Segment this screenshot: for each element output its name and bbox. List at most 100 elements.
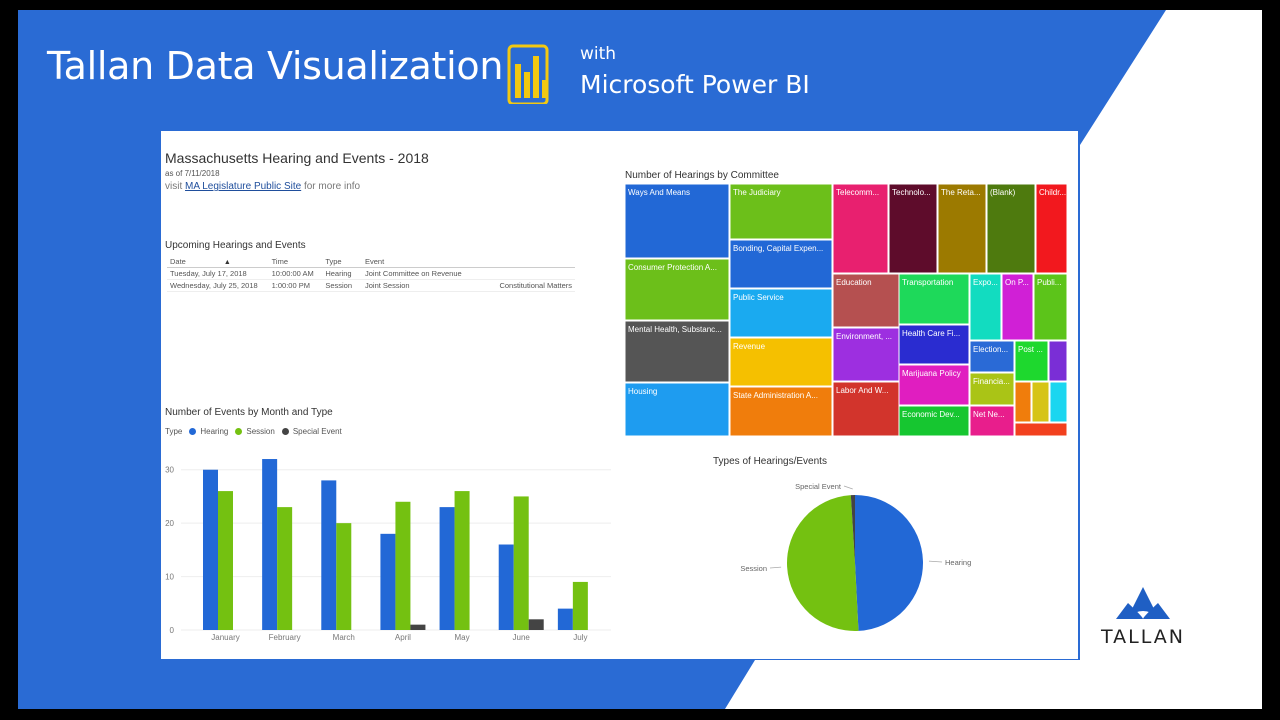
report-title: Massachusetts Hearing and Events - 2018 (165, 150, 429, 166)
pie-leader-line (769, 566, 782, 569)
treemap-rect (1001, 273, 1034, 341)
treemap-cell[interactable] (1014, 422, 1068, 437)
pie-chart-title: Types of Hearings/Events (713, 456, 827, 467)
x-tick-label: January (211, 633, 239, 642)
treemap-label: The Judiciary (733, 188, 781, 197)
treemap-cell-marijuana-policy[interactable]: Marijuana Policy (898, 364, 970, 406)
bar-hearing-july (557, 608, 573, 630)
cell-date: Tuesday, July 17, 2018 (167, 267, 269, 280)
treemap-cell-election[interactable]: Election... (969, 340, 1015, 373)
treemap-label: Environment, ... (836, 332, 892, 341)
treemap-cell-publi[interactable]: Publi... (1033, 273, 1068, 341)
treemap-label: Public Service (733, 293, 784, 302)
treemap-label: Bonding, Capital Expen... (733, 244, 823, 253)
pie-leader-line (928, 560, 943, 563)
treemap-rect (1014, 340, 1049, 382)
tallan-logo-icon (1128, 587, 1158, 617)
treemap-cell-revenue[interactable]: Revenue (729, 337, 833, 387)
x-tick-label: June (513, 633, 531, 642)
treemap-rect (625, 382, 730, 437)
col-header-date[interactable]: Date ▲ (167, 256, 269, 268)
treemap-rect (1033, 273, 1068, 341)
treemap-label: Childr... (1039, 188, 1066, 197)
x-tick-label: March (333, 633, 355, 642)
treemap-cell-net-ne[interactable]: Net Ne... (969, 405, 1015, 437)
bar-session-february (277, 507, 293, 630)
treemap-rect (625, 320, 730, 383)
treemap-cell-state-administration-a[interactable]: State Administration A... (729, 386, 833, 437)
treemap-cell-health-care-fi[interactable]: Health Care Fi... (898, 324, 970, 365)
treemap-rect (888, 184, 938, 274)
table-row[interactable]: Tuesday, July 17, 2018 10:00:00 AM Heari… (167, 267, 575, 280)
treemap-cell-blank[interactable]: (Blank) (986, 184, 1036, 274)
legend-item-session[interactable]: Session (246, 427, 275, 436)
treemap-cell-childr[interactable]: Childr... (1035, 184, 1068, 274)
treemap-cell-bonding-capital-expen[interactable]: Bonding, Capital Expen... (729, 239, 833, 289)
visit-suffix: for more info (303, 181, 361, 192)
treemap-cell-the-judiciary[interactable]: The Judiciary (729, 184, 833, 240)
visit-prefix: visit (165, 181, 183, 192)
treemap-label: Economic Dev... (902, 410, 960, 419)
treemap-cell-housing[interactable]: Housing (625, 382, 730, 437)
treemap-cell-mental-health-substanc[interactable]: Mental Health, Substanc... (625, 320, 730, 383)
col-header-time[interactable]: Time (268, 256, 323, 268)
col-header-type[interactable]: Type (322, 256, 362, 268)
treemap-rect (625, 184, 730, 259)
treemap-rect (898, 405, 970, 437)
table-header-row: Date ▲ Time Type Event (167, 256, 575, 268)
treemap-cell-labor-and-w[interactable]: Labor And W... (832, 381, 900, 437)
treemap-cell-expo[interactable]: Expo... (969, 273, 1002, 341)
treemap-rect (729, 288, 833, 338)
treemap-cell[interactable] (1048, 340, 1068, 382)
treemap-label: Marijuana Policy (902, 369, 961, 378)
bar-hearing-april (380, 533, 396, 630)
treemap-rect (832, 381, 900, 437)
col-header-event[interactable]: Event (361, 256, 497, 268)
cell-date: Wednesday, July 25, 2018 (167, 279, 269, 292)
treemap-cell-environment[interactable]: Environment, ... (832, 327, 900, 382)
treemap-label: On P... (1005, 278, 1029, 287)
treemap-cell[interactable] (1049, 381, 1068, 423)
treemap-rect (969, 405, 1015, 437)
legend-item-hearing[interactable]: Hearing (200, 427, 229, 436)
bar-hearing-february (262, 459, 278, 630)
legend-dot-hearing (189, 428, 197, 435)
treemap-rect (1049, 381, 1068, 423)
cell-time: 10:00:00 AM (268, 267, 323, 280)
treemap-label: Mental Health, Substanc... (628, 325, 722, 334)
as-of-date: as of 7/11/2018 (165, 169, 220, 178)
treemap-cell-public-service[interactable]: Public Service (729, 288, 833, 338)
treemap-cell-on-p[interactable]: On P... (1001, 273, 1034, 341)
bar-special-event-june (528, 619, 544, 630)
treemap-cell-transportation[interactable]: Transportation (898, 273, 970, 325)
treemap-cell-consumer-protection-a[interactable]: Consumer Protection A... (625, 258, 730, 321)
treemap-cell[interactable] (1014, 381, 1032, 423)
cell-time: 1:00:00 PM (268, 279, 323, 292)
bar-hearing-june (498, 544, 514, 630)
treemap-cell-post[interactable]: Post ... (1014, 340, 1049, 382)
treemap-cell-financia[interactable]: Financia... (969, 372, 1015, 406)
report-canvas: Massachusetts Hearing and Events - 2018 … (161, 131, 1078, 659)
bar-session-april (395, 501, 411, 630)
treemap-cell[interactable] (1031, 381, 1050, 423)
treemap-rect (898, 273, 970, 325)
treemap-label: Telecomm... (836, 188, 879, 197)
cell-extra (496, 267, 575, 280)
treemap-rect (937, 184, 987, 274)
treemap-rect (729, 386, 833, 437)
pie-chart: Hearing Session Special Event (740, 482, 971, 631)
treemap-cell-ways-and-means[interactable]: Ways And Means (625, 184, 730, 259)
bar-chart-legend: Type Hearing Session Special Event (165, 427, 342, 436)
treemap-cell-technolo[interactable]: Technolo... (888, 184, 938, 274)
treemap-rect (1014, 381, 1032, 423)
treemap-cell-education[interactable]: Education (832, 273, 900, 328)
bar-session-june (513, 496, 529, 630)
table-row[interactable]: Wednesday, July 25, 2018 1:00:00 PM Sess… (167, 279, 575, 292)
treemap-cell-the-reta[interactable]: The Reta... (937, 184, 987, 274)
pie-label-hearing: Hearing (945, 558, 971, 567)
legend-item-special-event[interactable]: Special Event (292, 427, 342, 436)
treemap-cell-telecomm[interactable]: Telecomm... (832, 184, 889, 274)
legislature-link[interactable]: MA Legislature Public Site (185, 181, 302, 192)
treemap-label: Consumer Protection A... (628, 263, 717, 272)
treemap-cell-economic-dev[interactable]: Economic Dev... (898, 405, 970, 437)
